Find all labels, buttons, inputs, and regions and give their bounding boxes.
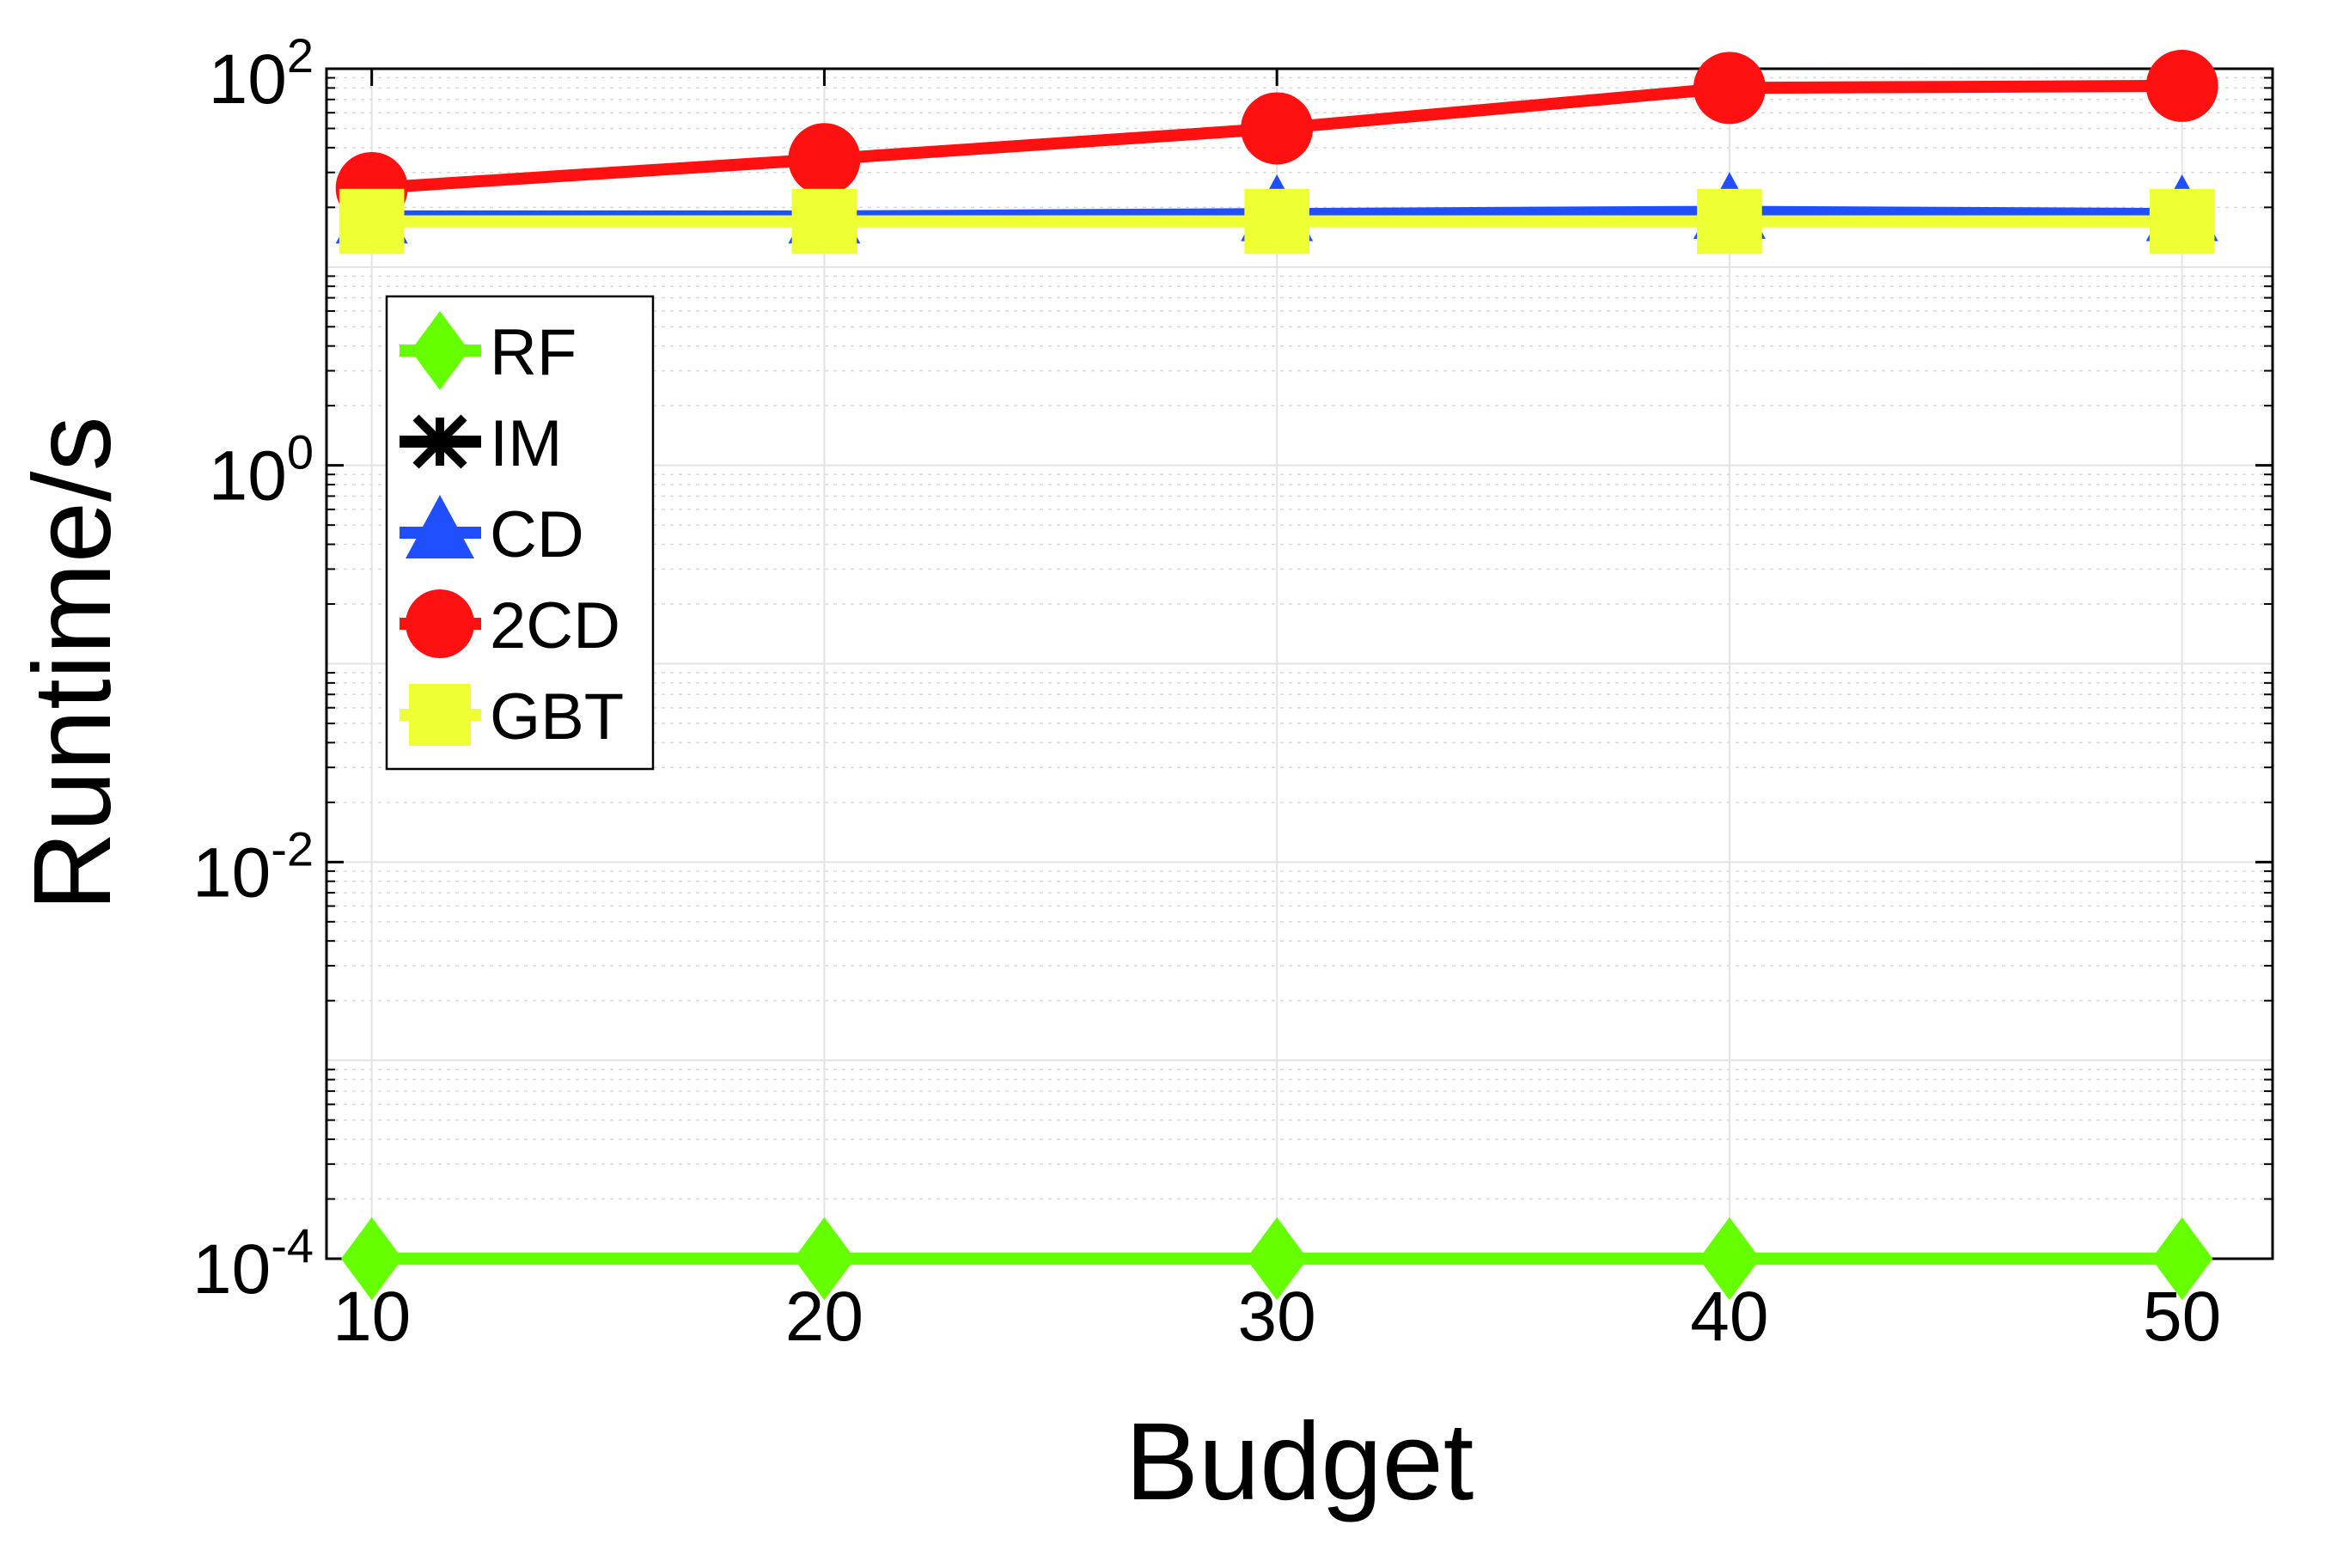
data-point-rf <box>340 1217 403 1301</box>
data-point-rf <box>1246 1217 1308 1301</box>
legend-label: GBT <box>490 680 624 753</box>
legend-label: RF <box>490 316 577 389</box>
legend-label: 2CD <box>490 589 620 662</box>
legend-item-cd: CD <box>400 495 584 571</box>
y-tick-label: 100 <box>209 425 314 516</box>
data-point-2cd <box>788 123 861 196</box>
legend-marker <box>412 414 467 469</box>
legend-item-rf: RF <box>400 311 577 390</box>
legend-item-gbt: GBT <box>400 680 624 753</box>
data-point-gbt <box>1244 188 1309 254</box>
data-point-2cd <box>2145 49 2218 122</box>
y-tick-label: 102 <box>209 28 314 119</box>
legend-marker <box>409 684 471 746</box>
legend: RF IM CD 2CD GBT <box>385 295 655 771</box>
legend-label: CD <box>490 498 584 571</box>
legend-marker <box>406 589 474 658</box>
data-point-gbt <box>1697 188 1762 254</box>
legend-item-2cd: 2CD <box>400 589 620 662</box>
legend-item-im: IM <box>400 407 562 480</box>
data-point-rf <box>1699 1217 1760 1301</box>
series-gbt <box>339 188 2215 254</box>
data-point-2cd <box>1241 92 1314 165</box>
series-layer <box>335 49 2218 1301</box>
y-tick-label: 10-4 <box>192 1218 314 1309</box>
data-point-rf <box>2151 1217 2213 1301</box>
data-point-rf <box>793 1217 856 1301</box>
series-rf <box>340 1217 2213 1301</box>
data-point-2cd <box>1693 52 1766 125</box>
x-axis-label: Budget <box>1126 1400 1474 1523</box>
data-point-gbt <box>2149 188 2215 254</box>
legend-marker <box>411 311 469 390</box>
y-axis-label: Runtime/s <box>11 416 134 911</box>
legend-marker <box>406 495 474 558</box>
data-point-gbt <box>791 188 857 254</box>
data-point-gbt <box>339 188 405 254</box>
series-2cd <box>335 49 2218 224</box>
y-tick-label: 10-2 <box>192 821 314 912</box>
legend-label: IM <box>490 407 562 480</box>
